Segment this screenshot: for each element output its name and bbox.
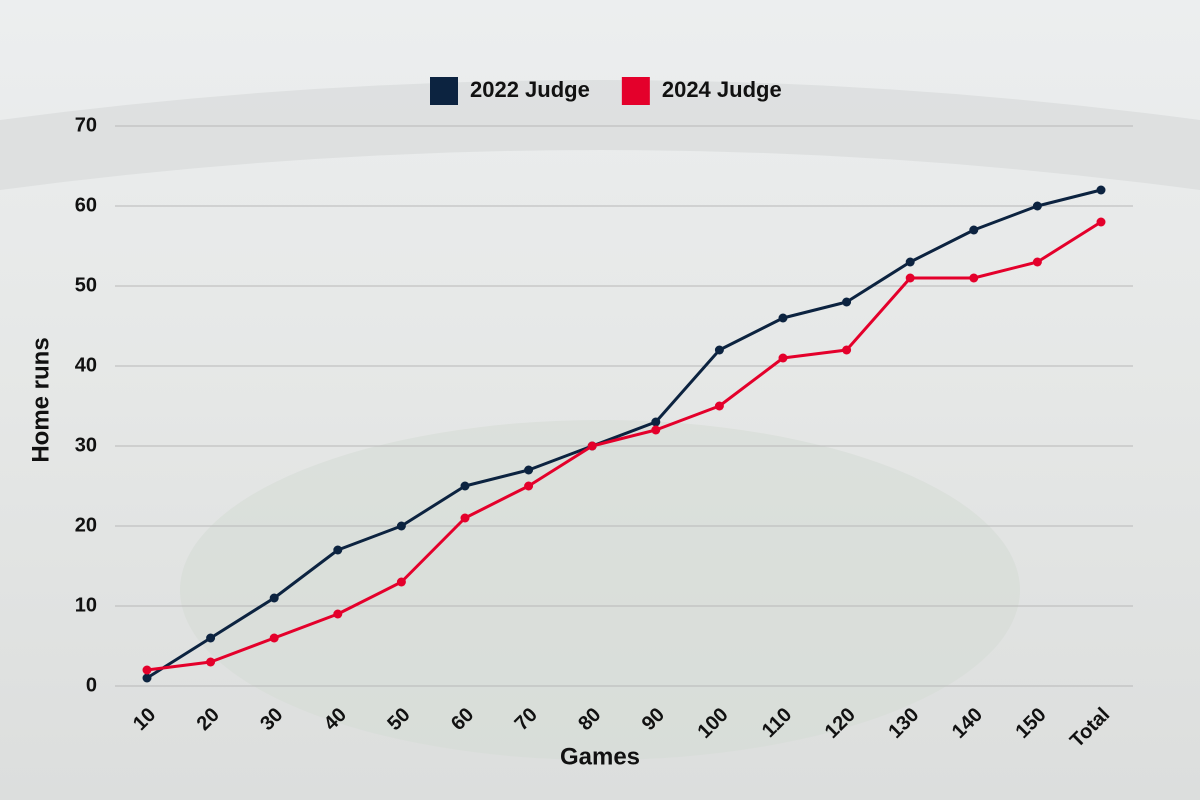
data-point [651, 417, 661, 427]
data-point [969, 225, 979, 235]
data-point [206, 633, 216, 643]
data-point [714, 345, 724, 355]
background-field [180, 420, 1020, 760]
data-point [842, 345, 852, 355]
y-tick-label: 50 [75, 274, 97, 296]
y-tick-label: 20 [75, 514, 97, 536]
data-point [206, 657, 216, 667]
data-point [587, 441, 597, 451]
data-point [1096, 185, 1106, 195]
series-line [146, 220, 1102, 672]
y-tick-label: 0 [86, 674, 97, 696]
data-point [142, 665, 152, 675]
y-tick-label: 10 [75, 594, 97, 616]
data-point [905, 257, 915, 267]
y-tick-label: 60 [75, 194, 97, 216]
data-point [142, 673, 152, 683]
y-tick-label: 30 [75, 434, 97, 456]
legend-swatch [621, 77, 650, 105]
series-line [146, 188, 1102, 680]
data-point [714, 401, 724, 411]
legend-label: 2024 Judge [662, 77, 782, 102]
y-tick-label: 40 [75, 354, 97, 376]
y-tick-label: 70 [75, 114, 97, 136]
data-point [269, 633, 279, 643]
data-point [778, 353, 788, 363]
data-point [396, 577, 406, 587]
data-point [524, 465, 534, 475]
data-point [460, 513, 470, 523]
data-point [524, 481, 534, 491]
data-point [842, 297, 852, 307]
data-point [333, 609, 343, 619]
background-arch [0, 80, 1200, 190]
data-point [651, 425, 661, 435]
data-point [269, 593, 279, 603]
data-point [460, 481, 470, 491]
data-point [1032, 257, 1042, 267]
data-point [905, 273, 915, 283]
legend-label: 2022 Judge [470, 77, 590, 102]
data-point [333, 545, 343, 555]
y-axis-title: Home runs [27, 337, 54, 462]
data-point [1096, 217, 1106, 227]
data-point [396, 521, 406, 531]
data-point [1032, 201, 1042, 211]
x-axis-title: Games [560, 743, 640, 770]
data-point [969, 273, 979, 283]
legend-swatch [430, 77, 458, 105]
data-point [778, 313, 788, 323]
